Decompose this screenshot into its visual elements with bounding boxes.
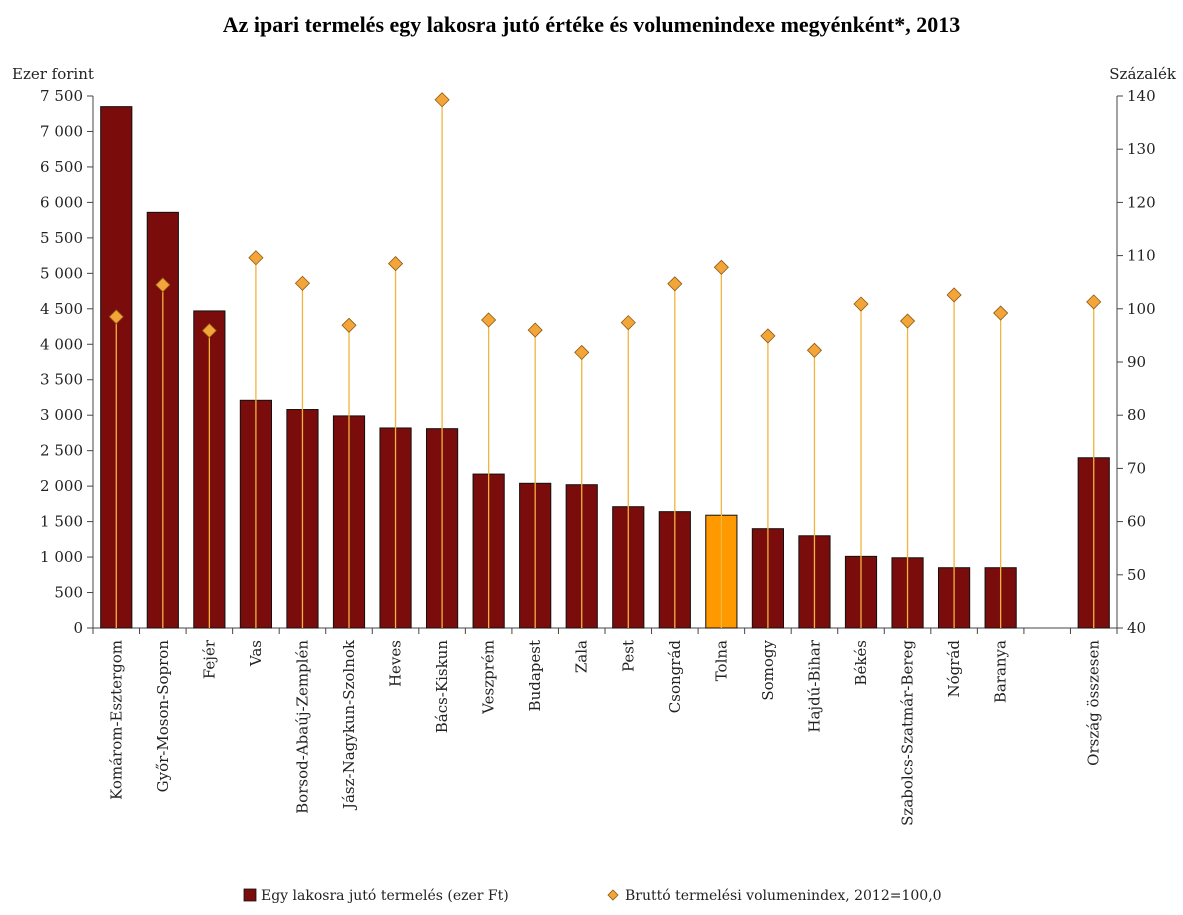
right-tick-label: 100 [1127, 300, 1156, 318]
category-label: Komárom-Esztergom [107, 640, 125, 800]
category-label: Győr-Moson-Sopron [154, 640, 172, 793]
category-label: Baranya [992, 640, 1010, 703]
legend-bar-swatch [243, 888, 257, 902]
index-marker [1086, 294, 1102, 310]
category-label: Tolna [712, 640, 730, 681]
category-label: Hajdú-Bihar [805, 639, 823, 732]
index-marker [527, 322, 543, 338]
right-tick-label: 120 [1127, 193, 1156, 211]
right-tick-label: 140 [1127, 87, 1156, 105]
category-label: Szabolcs-Szatmár-Bereg [899, 640, 917, 826]
legend-bar-label: Egy lakosra jutó termelés (ezer Ft) [261, 888, 509, 904]
right-tick-label: 40 [1127, 619, 1146, 637]
legend-marker-label: Bruttó termelési volumenindex, 2012=100,… [625, 888, 942, 904]
category-label: Nógrád [945, 640, 963, 698]
index-marker [760, 328, 776, 344]
left-tick-label: 3 500 [40, 371, 83, 389]
left-tick-label: 3 000 [40, 406, 83, 424]
category-label: Heves [387, 640, 405, 687]
category-label: Borsod-Abaúj-Zemplén [293, 640, 311, 814]
left-axis-title: Ezer forint [12, 65, 94, 83]
category-label: Fejér [200, 639, 218, 679]
right-tick-label: 60 [1127, 513, 1146, 531]
category-label: Somogy [759, 639, 777, 700]
index-marker [620, 315, 636, 331]
right-tick-label: 50 [1127, 566, 1146, 584]
index-marker [108, 309, 124, 325]
category-label: Zala [573, 640, 591, 673]
left-tick-label: 2 500 [40, 442, 83, 460]
right-tick-label: 80 [1127, 406, 1146, 424]
category-label: Csongrád [666, 640, 684, 714]
category-label: Budapest [526, 640, 544, 711]
right-tick-label: 90 [1127, 353, 1146, 371]
index-marker [248, 250, 264, 266]
index-marker [853, 296, 869, 312]
right-tick-label: 130 [1127, 140, 1156, 158]
category-label: Vas [247, 640, 265, 667]
left-tick-label: 5 500 [40, 229, 83, 247]
legend-marker-swatch [607, 889, 619, 901]
left-tick-label: 2 000 [40, 477, 83, 495]
legend: Egy lakosra jutó termelés (ezer Ft) Brutt… [243, 888, 942, 904]
category-label: Békés [852, 640, 870, 686]
category-label: Bács-Kiskun [433, 640, 451, 734]
left-tick-label: 1 500 [40, 513, 83, 531]
index-marker [713, 259, 729, 275]
index-marker [946, 287, 962, 303]
category-label: Jász-Nagykun-Szolnok [340, 639, 358, 811]
index-marker [201, 323, 217, 339]
left-tick-label: 5 000 [40, 264, 83, 282]
index-marker [667, 276, 683, 292]
category-label: Veszprém [480, 640, 498, 715]
left-tick-label: 1 000 [40, 548, 83, 566]
labels: Komárom-Esztergom Győr-Moson-Sopron Fejér V… [107, 639, 1102, 826]
index-marker [341, 317, 357, 333]
index-marker [993, 305, 1009, 321]
category-label: Pest [619, 640, 637, 672]
index-marker [574, 344, 590, 360]
right-tick-label: 110 [1127, 247, 1156, 265]
index-marker [387, 256, 404, 272]
index-marker [294, 275, 311, 291]
markers [108, 92, 1102, 360]
left-tick-label: 4 500 [40, 300, 83, 318]
left-tick-label: 6 500 [40, 158, 83, 176]
left-tick-label: 7 500 [40, 87, 83, 105]
left-tick-label: 4 000 [40, 335, 83, 353]
bars [100, 106, 1110, 629]
category-label: Ország összesen [1085, 640, 1103, 766]
index-marker [806, 342, 823, 358]
right-tick-label: 70 [1127, 459, 1146, 477]
left-tick-label: 6 000 [40, 193, 83, 211]
right-axis-title: Százalék [1109, 65, 1177, 83]
chart-title: Az ipari termelés egy lakosra jutó érték… [222, 12, 961, 37]
index-marker [434, 92, 450, 108]
index-marker [481, 312, 497, 328]
left-tick-label: 7 000 [40, 122, 83, 140]
stems [115, 99, 1095, 628]
index-marker [899, 313, 916, 329]
index-marker [155, 277, 171, 293]
left-tick-label: 0 [73, 619, 83, 637]
left-tick-label: 500 [54, 584, 83, 602]
